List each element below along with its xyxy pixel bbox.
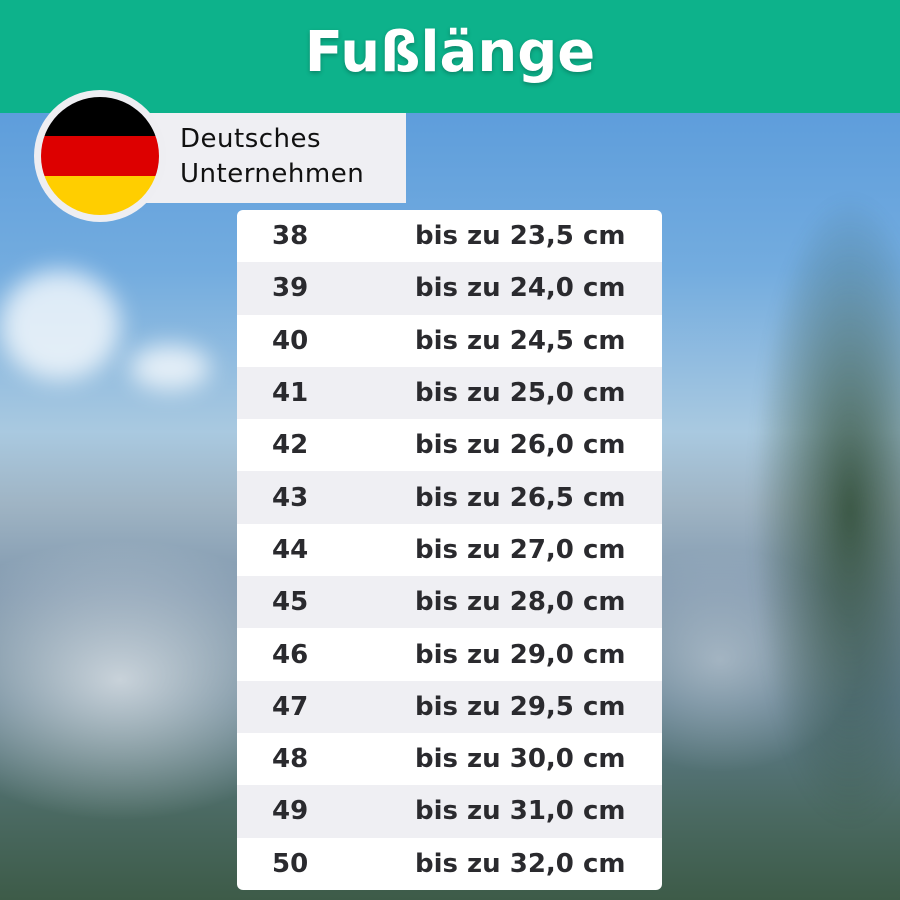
foot-length: bis zu 27,0 cm [415, 534, 626, 565]
table-row: 50 bis zu 32,0 cm [237, 838, 662, 890]
badge-line1: Deutsches [180, 124, 322, 154]
shoe-size: 43 [272, 482, 309, 513]
table-row: 47 bis zu 29,5 cm [237, 680, 662, 733]
background-tree [680, 110, 900, 900]
table-row: 48 bis zu 30,0 cm [237, 733, 662, 785]
foot-length: bis zu 29,0 cm [415, 639, 626, 670]
shoe-size: 44 [272, 534, 309, 565]
table-row: 39 bis zu 24,0 cm [237, 262, 662, 315]
table-row: 45 bis zu 28,0 cm [237, 576, 662, 629]
foot-length: bis zu 29,5 cm [415, 691, 626, 722]
table-row: 46 bis zu 29,0 cm [237, 628, 662, 680]
table-row: 44 bis zu 27,0 cm [237, 524, 662, 576]
table-row: 40 bis zu 24,5 cm [237, 315, 662, 367]
foot-length: bis zu 26,5 cm [415, 482, 626, 513]
table-row: 42 bis zu 26,0 cm [237, 419, 662, 471]
table-row: 41 bis zu 25,0 cm [237, 366, 662, 420]
foot-length: bis zu 31,0 cm [415, 796, 626, 827]
shoe-size: 42 [272, 430, 309, 461]
shoe-size: 49 [272, 796, 309, 827]
shoe-size: 48 [272, 744, 309, 775]
header-banner: Fußlänge [0, 0, 900, 113]
badge-line2: Unternehmen [180, 159, 365, 189]
shoe-size: 46 [272, 639, 309, 670]
foot-length: bis zu 30,0 cm [415, 744, 626, 775]
german-flag-icon [34, 90, 166, 222]
background-cloud [130, 345, 210, 390]
foot-length: bis zu 24,5 cm [415, 325, 626, 356]
shoe-size: 50 [272, 848, 309, 879]
background-cloud [0, 270, 120, 380]
shoe-size: 40 [272, 325, 309, 356]
foot-length: bis zu 26,0 cm [415, 430, 626, 461]
company-badge-text: Deutsches Unternehmen [180, 122, 364, 192]
shoe-size: 47 [272, 691, 309, 722]
company-badge [118, 113, 406, 203]
table-row: 38 bis zu 23,5 cm [237, 210, 662, 262]
foot-length: bis zu 28,0 cm [415, 587, 626, 618]
shoe-size: 38 [272, 221, 309, 252]
foot-length: bis zu 23,5 cm [415, 221, 626, 252]
shoe-size: 39 [272, 273, 309, 304]
foot-length: bis zu 24,0 cm [415, 273, 626, 304]
size-table: 38 bis zu 23,5 cm 39 bis zu 24,0 cm 40 bis zu… [237, 210, 662, 890]
foot-length: bis zu 25,0 cm [415, 378, 626, 409]
page-title: Fußlänge [304, 20, 596, 85]
shoe-size: 41 [272, 378, 309, 409]
shoe-size: 45 [272, 587, 309, 618]
foot-length: bis zu 32,0 cm [415, 848, 626, 879]
table-row: 49 bis zu 31,0 cm [237, 785, 662, 838]
table-row: 43 bis zu 26,5 cm [237, 471, 662, 524]
